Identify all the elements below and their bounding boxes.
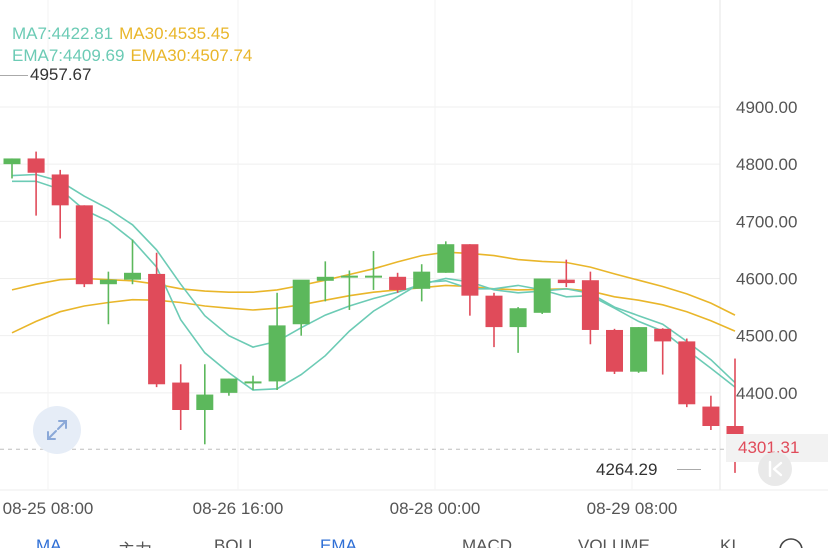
candle-up <box>413 271 431 289</box>
candle-down <box>654 328 672 342</box>
ema7-legend-label: EMA7:4409.69 <box>12 46 125 65</box>
x-tick-label: 08-26 16:00 <box>193 499 284 518</box>
low-marker-line <box>677 469 701 470</box>
ma30-legend-label: MA30:4535.45 <box>119 24 230 43</box>
candle-down <box>75 205 93 285</box>
candle-up <box>292 279 310 325</box>
candle-down <box>606 329 623 372</box>
ema-legend: EMA7:4409.69 EMA30:4507.74 <box>12 46 258 66</box>
fullscreen-button[interactable] <box>33 406 81 454</box>
scroll-to-latest-button[interactable] <box>758 452 792 486</box>
candle-down <box>702 406 720 427</box>
y-tick-label: 4600.00 <box>736 270 797 289</box>
candle-down <box>27 158 45 173</box>
expand-arrows-icon <box>47 420 67 440</box>
candle-up <box>533 278 551 313</box>
y-tick-label: 4900.00 <box>736 98 797 117</box>
y-tick-label: 4700.00 <box>736 212 797 231</box>
x-tick-label: 08-29 08:00 <box>587 499 678 518</box>
high-price-label: 4957.67 <box>30 65 92 84</box>
candle-down <box>485 295 503 328</box>
candle-down <box>51 174 69 206</box>
tab-boll[interactable]: BOLL <box>214 536 258 548</box>
ma7-legend-label: MA7:4422.81 <box>12 24 114 43</box>
candle-down <box>148 273 166 385</box>
candle-down <box>389 276 407 290</box>
candle-up <box>244 381 262 384</box>
candle-up <box>509 308 527 328</box>
candle-up <box>220 378 238 393</box>
y-tick-label: 4800.00 <box>736 155 797 174</box>
x-tick-label: 08-25 08:00 <box>3 499 94 518</box>
tab-main-force[interactable]: 主力 <box>118 536 152 548</box>
candle-up <box>124 272 141 280</box>
candle-up <box>630 327 648 372</box>
ema30-line <box>11 284 736 334</box>
candle-up <box>268 325 286 382</box>
y-tick-label: 4500.00 <box>736 327 797 346</box>
ma-legend: MA7:4422.81 MA30:4535.45 <box>12 24 236 44</box>
candle-up <box>437 244 455 273</box>
tab-menu-icon[interactable] <box>776 536 806 548</box>
x-tick-label: 08-28 00:00 <box>390 499 481 518</box>
candle-up <box>196 394 214 411</box>
candle-down <box>557 279 575 284</box>
candle-up <box>99 279 117 285</box>
candle-down <box>581 280 599 330</box>
tab-ema[interactable]: EMA <box>320 536 357 548</box>
ema7-line <box>11 173 736 384</box>
indicator-tabs: MA 主力 BOLL EMA MACD VOLUME KI <box>0 536 828 548</box>
candle-up <box>365 275 382 278</box>
candle-down <box>172 382 190 411</box>
collapse-chevron-icon <box>768 460 783 478</box>
ema30-legend-label: EMA30:4507.74 <box>130 46 253 65</box>
tab-ma[interactable]: MA <box>36 536 62 548</box>
candle-down <box>461 244 479 296</box>
y-tick-label: 4400.00 <box>736 384 797 403</box>
tab-macd[interactable]: MACD <box>462 536 513 548</box>
tab-kdj[interactable]: KI <box>720 536 737 548</box>
candle-up <box>3 158 21 165</box>
high-marker-line <box>0 75 28 76</box>
current-price-tag: 4301.31 <box>726 434 828 462</box>
candle-up <box>340 275 358 278</box>
candle-down <box>678 341 696 405</box>
candle-up <box>316 276 334 281</box>
low-price-label: 4264.29 <box>596 460 658 479</box>
tab-volume[interactable]: VOLUME <box>578 536 650 548</box>
